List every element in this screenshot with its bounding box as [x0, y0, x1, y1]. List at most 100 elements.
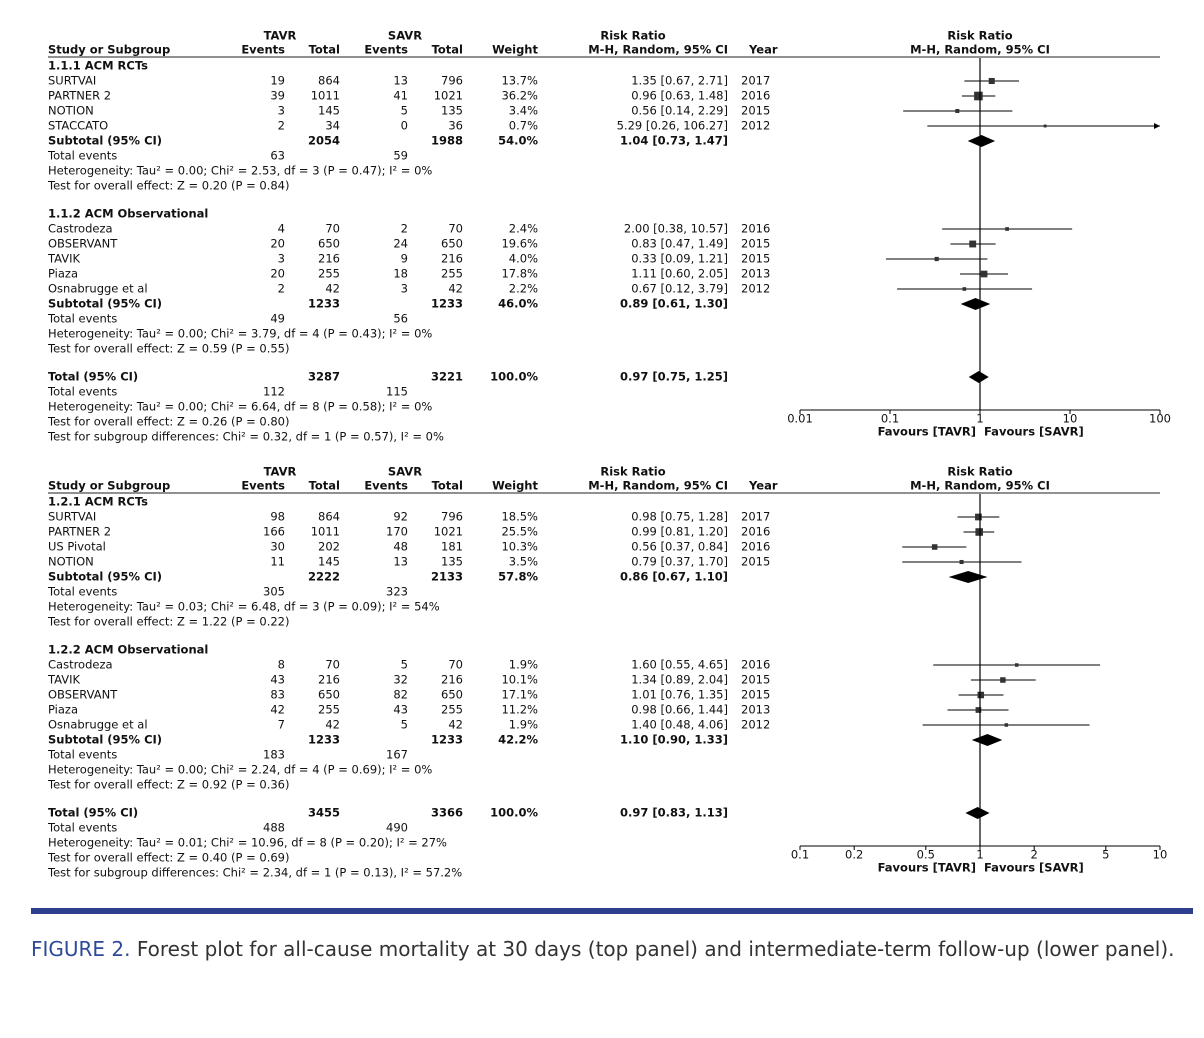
study-square — [988, 77, 995, 85]
cell-e2: 9 — [401, 252, 408, 266]
column-header: Total — [309, 479, 340, 493]
heterogeneity: Heterogeneity: Tau² = 0.00; Chi² = 6.64,… — [48, 400, 432, 414]
cell-e2: 56 — [393, 312, 408, 326]
cell-year: 2012 — [741, 119, 770, 133]
cell-e1: 19 — [270, 74, 285, 88]
cell-e2: 0 — [401, 119, 408, 133]
cell-n1: 2054 — [308, 134, 340, 148]
cell-e1: 3 — [278, 252, 285, 266]
row-label: Piaza — [48, 703, 78, 717]
cell-e2: 59 — [393, 149, 408, 163]
cell-n2: 650 — [441, 688, 463, 702]
heterogeneity: Heterogeneity: Tau² = 0.00; Chi² = 2.53,… — [48, 164, 432, 178]
cell-ci-label: 1.04 [0.73, 1.47] — [620, 134, 728, 148]
cell-n1: 2222 — [308, 570, 340, 584]
cell-n1: 216 — [318, 673, 340, 687]
row-label: Osnabrugge et al — [48, 718, 148, 732]
row-label: PARTNER 2 — [48, 89, 111, 103]
cell-n2: 42 — [448, 282, 463, 296]
overall-effect: Test for overall effect: Z = 0.40 (P = 0… — [47, 851, 290, 865]
cell-year: 2013 — [741, 267, 770, 281]
cell-e2: 5 — [401, 104, 408, 118]
cell-n2: 796 — [441, 510, 463, 524]
column-header: Total — [309, 43, 340, 57]
cell-e2: 82 — [393, 688, 408, 702]
cell-ci-label: 1.01 [0.76, 1.35] — [631, 688, 728, 702]
study-square — [934, 256, 939, 262]
cell-ci-label: 1.11 [0.60, 2.05] — [631, 267, 728, 281]
study-square — [1000, 677, 1006, 683]
cell-year: 2016 — [741, 540, 770, 554]
cell-e2: 41 — [393, 89, 408, 103]
summary-diamond — [968, 371, 989, 383]
cell-year: 2013 — [741, 703, 770, 717]
study-square — [962, 287, 967, 291]
cell-weight-label: 18.5% — [501, 510, 538, 524]
column-header: Events — [241, 479, 285, 493]
row-label: Total events — [47, 821, 117, 835]
forest-plot-figure: TAVR SAVR Risk Ratio Study or Subgroup Event… — [47, 29, 1171, 880]
cell-ci-label: 0.96 [0.63, 1.48] — [631, 89, 728, 103]
cell-ci-label: 0.98 [0.75, 1.28] — [631, 510, 728, 524]
cell-e1: 63 — [270, 149, 285, 163]
summary-diamond — [971, 734, 1003, 746]
cell-ci-label: 2.00 [0.38, 10.57] — [624, 222, 728, 236]
plot-header: M-H, Random, 95% CI — [910, 43, 1050, 57]
cell-n1: 34 — [325, 119, 340, 133]
cell-ci-label: 0.97 [0.75, 1.25] — [620, 370, 728, 384]
cell-ci-label: 0.83 [0.47, 1.49] — [631, 237, 728, 251]
row-label: Osnabrugge et al — [48, 282, 148, 296]
cell-year: 2012 — [741, 282, 770, 296]
cell-n2: 36 — [448, 119, 463, 133]
study-square — [1043, 124, 1047, 128]
group-header: TAVR — [264, 465, 297, 479]
cell-e2: 490 — [386, 821, 408, 835]
cell-ci-label: 0.89 [0.61, 1.30] — [620, 297, 728, 311]
cell-n2: 1021 — [434, 525, 463, 539]
cell-n2: 216 — [441, 252, 463, 266]
row-label: Total events — [47, 312, 117, 326]
cell-n2: 3366 — [431, 806, 463, 820]
overall-effect: Test for overall effect: Z = 0.92 (P = 0… — [47, 778, 290, 792]
column-header: Study or Subgroup — [48, 43, 170, 57]
cell-n1: 42 — [325, 282, 340, 296]
cell-e2: 32 — [393, 673, 408, 687]
subgroup-title: 1.1.1 ACM RCTs — [48, 59, 148, 73]
cell-weight-label: 2.2% — [509, 282, 538, 296]
row-label: Castrodeza — [48, 658, 113, 672]
overall-effect: Test for overall effect: Z = 1.22 (P = 0… — [47, 615, 290, 629]
column-header: M-H, Random, 95% CI — [588, 479, 728, 493]
cell-ci-label: 0.56 [0.14, 2.29] — [631, 104, 728, 118]
group-header: TAVR — [264, 29, 297, 43]
cell-n1: 216 — [318, 252, 340, 266]
cell-n2: 70 — [448, 222, 463, 236]
column-header: Total — [432, 479, 463, 493]
summary-diamond — [948, 571, 988, 583]
cell-n1: 650 — [318, 688, 340, 702]
row-label: Subtotal (95% CI) — [48, 570, 162, 584]
study-square — [1004, 723, 1009, 727]
cell-e1: 183 — [263, 748, 285, 762]
subgroup-title: 1.2.1 ACM RCTs — [48, 495, 148, 509]
row-label: STACCATO — [48, 119, 108, 133]
cell-n2: 1021 — [434, 89, 463, 103]
cell-e1: 11 — [270, 555, 285, 569]
cell-e1: 39 — [270, 89, 285, 103]
cell-n1: 3455 — [308, 806, 340, 820]
plot-header: M-H, Random, 95% CI — [910, 479, 1050, 493]
cell-e1: 98 — [270, 510, 285, 524]
cell-weight-label: 42.2% — [498, 733, 538, 747]
column-header: Study or Subgroup — [48, 479, 170, 493]
group-header: SAVR — [388, 465, 422, 479]
column-header: Events — [364, 43, 408, 57]
cell-weight-label: 100.0% — [490, 806, 538, 820]
x-tick-label: 5 — [1102, 848, 1109, 862]
cell-weight-label: 17.8% — [501, 267, 538, 281]
cell-e2: 48 — [393, 540, 408, 554]
cell-e2: 92 — [393, 510, 408, 524]
cell-weight-label: 46.0% — [498, 297, 538, 311]
study-square — [980, 270, 988, 278]
cell-n1: 864 — [318, 74, 340, 88]
column-header: Events — [364, 479, 408, 493]
study-square — [931, 544, 938, 550]
